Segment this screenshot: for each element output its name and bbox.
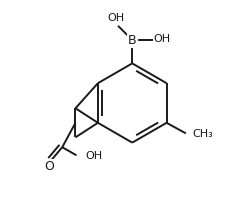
Text: B: B — [128, 34, 137, 47]
Text: O: O — [44, 160, 54, 173]
Text: CH₃: CH₃ — [192, 129, 213, 139]
Text: OH: OH — [85, 151, 102, 161]
Text: OH: OH — [107, 13, 124, 23]
Text: OH: OH — [153, 34, 170, 44]
